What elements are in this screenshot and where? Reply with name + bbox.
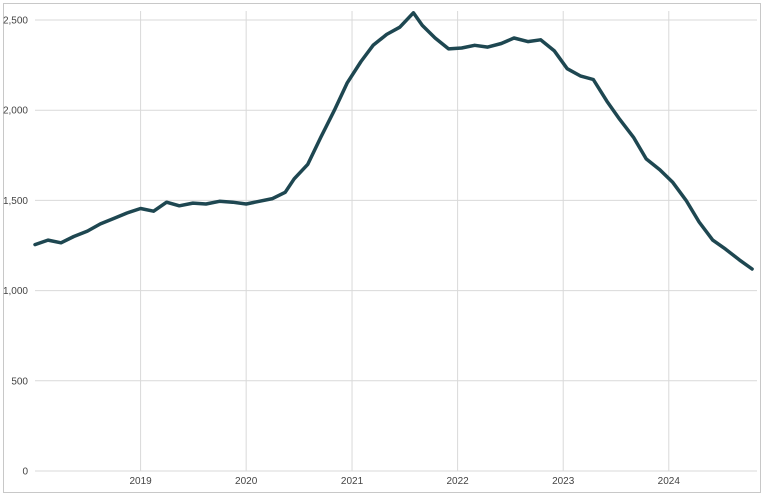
series-layer — [33, 11, 754, 271]
y-tick-label: 0 — [22, 467, 28, 478]
y-tick-label: 500 — [11, 376, 28, 387]
x-tick-label: 2020 — [235, 476, 258, 487]
axis-labels: 0 500 1,000 1,500 2,000 2,500 2019 2020 2021 2022… — [3, 16, 680, 488]
y-tick-label: 2,000 — [3, 106, 28, 117]
y-tick-label: 1,000 — [3, 286, 28, 297]
y-tick-label: 1,500 — [3, 196, 28, 207]
x-tick-label: 2024 — [658, 476, 681, 487]
gridlines — [35, 11, 757, 472]
chart-frame — [3, 3, 761, 493]
x-tick-label: 2022 — [446, 476, 469, 487]
x-tick-label: 2019 — [129, 476, 152, 487]
x-tick-label: 2023 — [552, 476, 575, 487]
y-tick-label: 2,500 — [3, 16, 28, 27]
series-line — [33, 11, 754, 271]
x-tick-label: 2021 — [341, 476, 364, 487]
